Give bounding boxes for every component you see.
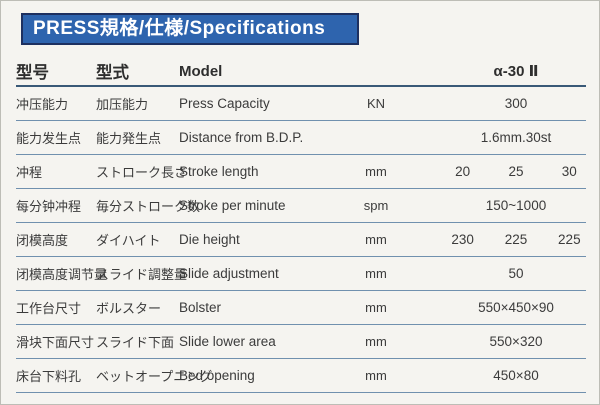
table-row-stroke-per-minute: 每分钟冲程 毎分ストローク数 Stroke per minute spm 150… (16, 189, 586, 223)
header-unit (346, 57, 406, 85)
page-title: PRESS規格/仕様/Specifications (33, 18, 326, 39)
cell-jp: ボルスター (96, 301, 162, 316)
cell-en: Bed opening (179, 368, 255, 383)
header-cn: 型号 (16, 64, 49, 82)
cell-jp: 加压能力 (96, 97, 149, 112)
table-row-bed-opening: 床台下料孔 ベットオープニング Bed opening mm 450×80 (16, 359, 586, 393)
cell-en: Stroke per minute (179, 198, 286, 213)
cell-unit (346, 121, 406, 154)
cell-value: 1.6mm.30st (480, 130, 552, 145)
cell-value: 150~1000 (485, 198, 547, 213)
table-row-slide-adjustment: 闭模高度调节量 スライド調整量 Slide adjustment mm 50 (16, 257, 586, 291)
cell-cn: 冲程 (16, 165, 43, 180)
table-row-bolster: 工作台尺寸 ボルスター Bolster mm 550×450×90 (16, 291, 586, 325)
cell-value: 225 (504, 232, 528, 247)
cell-cn: 冲压能力 (16, 97, 69, 112)
cell-value-group: 20 25 30 (436, 155, 596, 188)
cell-unit: mm (365, 266, 387, 281)
table-row-slide-lower-area: 滑块下面尺寸 スライド下面 Slide lower area mm 550×32… (16, 325, 586, 359)
table-row-stroke-length: 冲程 ストローク長さ Stroke length mm 20 25 30 (16, 155, 586, 189)
cell-value: 225 (558, 232, 581, 247)
cell-value: 450×80 (493, 368, 539, 383)
cell-cn: 工作台尺寸 (16, 301, 82, 316)
cell-cn: 滑块下面尺寸 (16, 335, 95, 350)
cell-value: 25 (508, 164, 524, 179)
header-jp: 型式 (96, 64, 129, 82)
cell-value: 30 (561, 164, 577, 179)
cell-jp: ストローク長さ (96, 165, 188, 180)
cell-value-group: 230 225 225 (436, 223, 596, 256)
cell-jp: ダイハイト (96, 233, 161, 248)
header-model-value: α-30 Ⅱ (493, 63, 539, 80)
spec-table: 型号 型式 Model α-30 Ⅱ 冲压能力 加压能力 Press Capac… (16, 57, 586, 393)
cell-unit: spm (363, 198, 389, 213)
cell-en: Bolster (179, 300, 222, 315)
cell-en: Distance from B.D.P. (179, 130, 304, 145)
cell-cn: 闭模高度 (16, 233, 69, 248)
header-model: Model (179, 62, 223, 80)
cell-cn: 能力发生点 (16, 131, 82, 146)
cell-jp: 能力発生点 (96, 131, 162, 146)
cell-unit: mm (365, 368, 387, 383)
cell-value: 230 (451, 232, 474, 247)
table-header-row: 型号 型式 Model α-30 Ⅱ (16, 57, 586, 87)
cell-jp: スライド下面 (96, 335, 175, 350)
table-row-press-capacity: 冲压能力 加压能力 Press Capacity KN 300 (16, 87, 586, 121)
cell-unit: mm (365, 232, 387, 247)
cell-en: Slide adjustment (179, 266, 279, 281)
cell-value: 550×450×90 (478, 300, 554, 315)
table-row-die-height: 闭模高度 ダイハイト Die height mm 230 225 225 (16, 223, 586, 257)
cell-value: 20 (455, 164, 471, 179)
cell-en: Die height (179, 232, 240, 247)
table-row-distance-bdp: 能力发生点 能力発生点 Distance from B.D.P. 1.6mm.3… (16, 121, 586, 155)
cell-cn: 床台下料孔 (16, 369, 82, 384)
cell-jp: 毎分ストローク数 (96, 199, 201, 214)
cell-jp: ベットオープニング (96, 369, 213, 384)
cell-en: Press Capacity (179, 96, 270, 111)
cell-unit: KN (366, 96, 386, 111)
cell-value: 50 (508, 266, 524, 281)
cell-unit: mm (365, 334, 387, 349)
cell-unit: mm (365, 300, 387, 315)
cell-cn: 每分钟冲程 (16, 199, 82, 214)
cell-value: 300 (504, 96, 528, 111)
cell-value: 550×320 (489, 334, 543, 349)
cell-jp: スライド調整量 (96, 267, 188, 282)
cell-en: Stroke length (179, 164, 259, 179)
cell-cn: 闭模高度调节量 (16, 267, 108, 282)
cell-en: Slide lower area (179, 334, 276, 349)
cell-unit: mm (365, 164, 387, 179)
title-banner: PRESS規格/仕様/Specifications (21, 13, 359, 45)
